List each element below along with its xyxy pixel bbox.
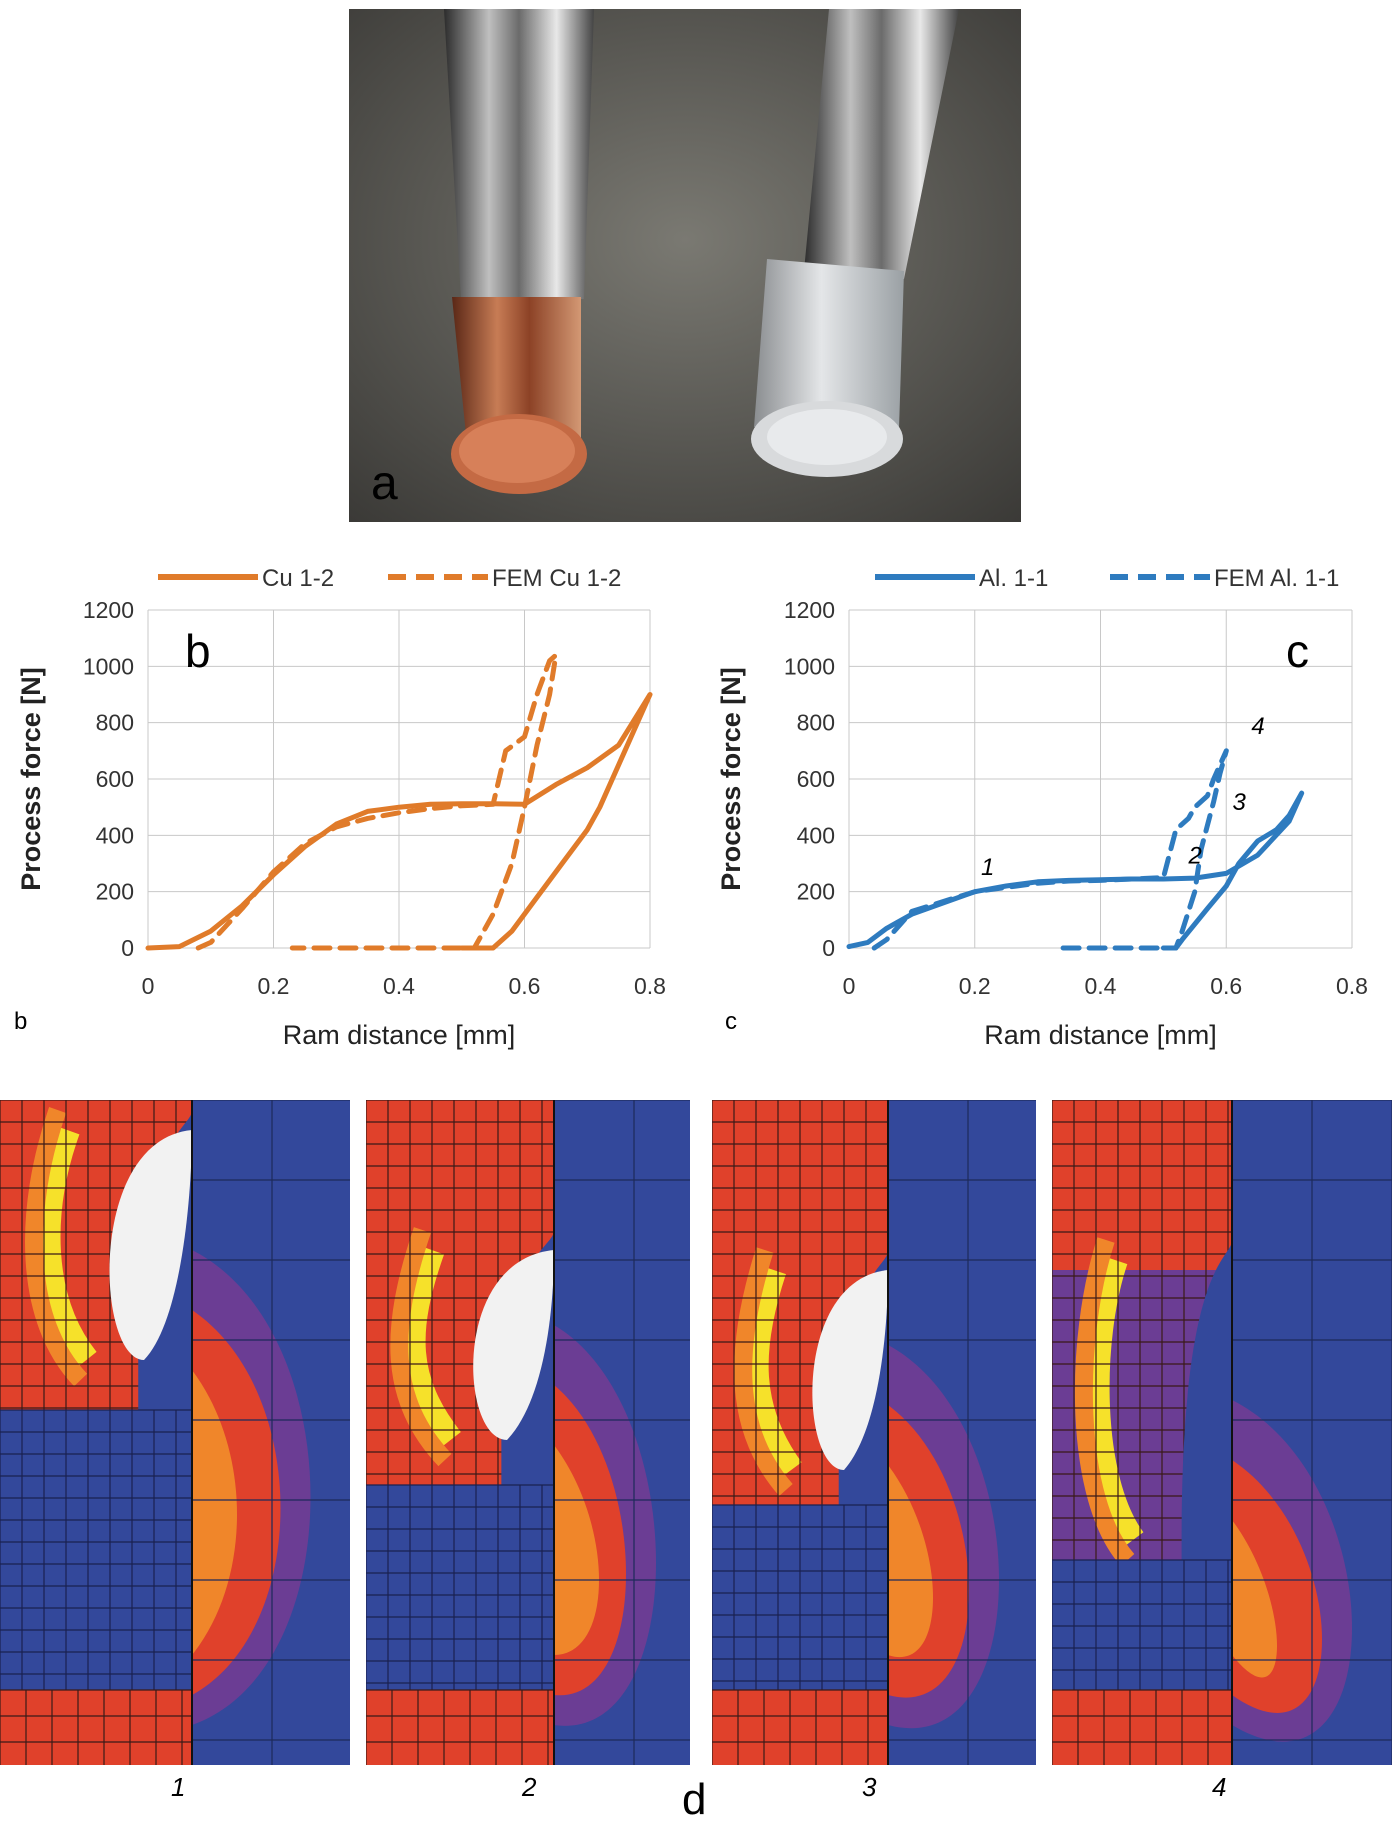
figure-label-d: d xyxy=(682,1775,707,1824)
x-tick-label: 0.2 xyxy=(258,973,290,999)
y-tick-label: 800 xyxy=(96,710,134,736)
y-tick-label: 200 xyxy=(96,879,134,905)
simulation-label-3: 3 xyxy=(862,1772,877,1802)
cavity-gap xyxy=(812,1270,888,1470)
stress-band-yellow xyxy=(34,1125,97,1369)
y-tick-label: 1000 xyxy=(784,653,835,679)
panel-letter: b xyxy=(185,625,211,677)
x-tick-label: 0.8 xyxy=(1336,973,1368,999)
y-tick-label: 0 xyxy=(121,935,134,961)
y-tick-label: 0 xyxy=(822,935,835,961)
stress-band-orange xyxy=(1074,1237,1135,1567)
y-tick-label: 1200 xyxy=(83,597,134,623)
y-tick-label: 800 xyxy=(797,710,835,736)
x-axis-label: Ram distance [mm] xyxy=(984,1020,1217,1050)
upper-workpiece-top xyxy=(1052,1100,1232,1270)
series-line-fem xyxy=(871,748,1229,951)
y-tick-label: 1000 xyxy=(83,653,134,679)
x-tick-label: 0.6 xyxy=(1210,973,1242,999)
y-axis-label: Process force [N] xyxy=(716,667,746,891)
cavity-gap xyxy=(473,1250,554,1440)
stress-zone-orange xyxy=(554,1445,599,1655)
lower-workpiece xyxy=(0,1410,192,1690)
simulation-label-2: 2 xyxy=(522,1772,537,1802)
simulation-panel-3 xyxy=(712,1100,1036,1765)
stress-band-orange xyxy=(390,1227,452,1467)
y-axis-label: Process force [N] xyxy=(16,667,46,891)
x-tick-label: 0.4 xyxy=(1085,973,1117,999)
point-annotation: 4 xyxy=(1251,713,1264,740)
simulation-panel-2 xyxy=(366,1100,690,1765)
photo-label: a xyxy=(371,457,398,510)
panel-letter: c xyxy=(1286,625,1309,677)
base-strip xyxy=(1052,1690,1232,1765)
y-tick-label: 600 xyxy=(96,766,134,792)
chart-c-al-force: 0 0.2 0.4 0.6 0.8 0 200 400 600 800 1000 1200 Ram di… xyxy=(716,565,1368,1050)
aluminum-wire xyxy=(751,9,959,477)
chart-b-cu-force: 0 0.2 0.4 0.6 0.8 0 200 400 600 800 1000 1200 Ram di… xyxy=(16,565,666,1050)
series-line-fem xyxy=(195,652,559,951)
x-tick-label: 0.4 xyxy=(383,973,415,999)
stress-zone-orange xyxy=(192,1370,237,1655)
y-tick-label: 600 xyxy=(797,766,835,792)
y-tick-label: 400 xyxy=(96,822,134,848)
stress-zone-orange xyxy=(1232,1520,1277,1678)
point-annotation: 3 xyxy=(1233,789,1247,816)
x-tick-label: 0 xyxy=(843,973,856,999)
simulation-panel-1 xyxy=(0,1100,350,1765)
caption-b: b xyxy=(14,1008,28,1035)
point-annotation: 2 xyxy=(1188,843,1202,870)
simulation-label-1: 1 xyxy=(171,1772,186,1802)
x-tick-label: 0.6 xyxy=(509,973,541,999)
lower-workpiece-pin xyxy=(1181,1240,1232,1560)
y-tick-label: 400 xyxy=(797,822,835,848)
series-line-measured xyxy=(846,790,1305,951)
legend-label: Al. 1-1 xyxy=(979,565,1048,592)
specimen-photo: a xyxy=(349,9,1021,522)
base-strip xyxy=(0,1690,192,1765)
simulation-panel-4 xyxy=(1052,1100,1392,1765)
copper-wire xyxy=(444,9,594,494)
simulation-label-4: 4 xyxy=(1212,1772,1227,1802)
x-tick-label: 0.2 xyxy=(959,973,991,999)
legend-label: FEM Cu 1-2 xyxy=(492,565,621,592)
legend-label: FEM Al. 1-1 xyxy=(1214,565,1339,592)
base-strip xyxy=(366,1690,554,1765)
y-tick-label: 200 xyxy=(797,879,835,905)
lower-workpiece xyxy=(366,1485,554,1690)
caption-c: c xyxy=(725,1008,737,1035)
cavity-gap xyxy=(109,1130,192,1360)
legend-label: Cu 1-2 xyxy=(262,565,334,592)
point-annotation: 1 xyxy=(981,854,994,881)
x-axis-label: Ram distance [mm] xyxy=(283,1020,516,1050)
y-tick-label: 1200 xyxy=(784,597,835,623)
stress-band-orange xyxy=(25,1107,88,1387)
stress-zone-orange xyxy=(888,1465,933,1658)
base-strip xyxy=(712,1690,888,1765)
x-tick-label: 0.8 xyxy=(634,973,666,999)
x-tick-label: 0 xyxy=(142,973,155,999)
stress-band-yellow xyxy=(399,1245,461,1449)
stress-band-orange xyxy=(734,1247,793,1496)
